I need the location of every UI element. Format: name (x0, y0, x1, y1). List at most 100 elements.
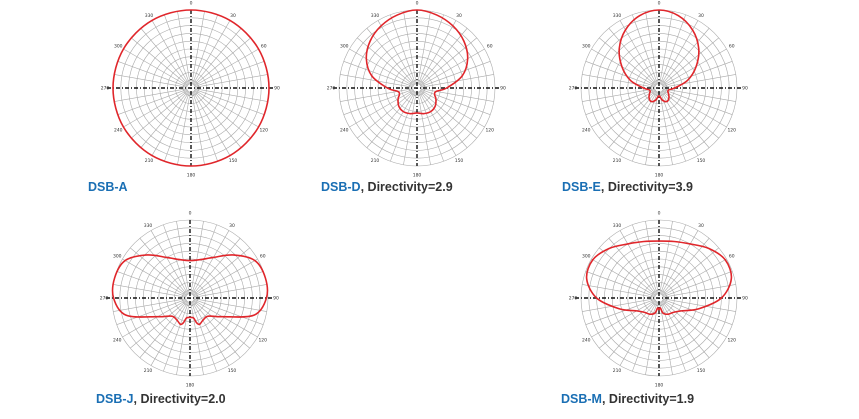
grid-spoke (599, 90, 657, 139)
angle-tick-label: 210 (145, 158, 154, 164)
grid-spoke (192, 91, 218, 162)
angle-tick-label: 120 (259, 128, 268, 134)
angle-tick-label: 150 (455, 158, 464, 164)
grid-spoke (659, 91, 673, 165)
angle-tick-label: 30 (230, 13, 236, 19)
grid-spoke (582, 298, 656, 312)
grid-spoke (662, 299, 727, 338)
radiation-pattern-line (112, 9, 270, 167)
grid-spoke (194, 74, 268, 88)
grid-spoke (114, 88, 188, 102)
grid-spoke (662, 48, 727, 87)
grid-spoke (585, 271, 656, 297)
grid-spoke (632, 14, 658, 85)
grid-spoke (192, 300, 250, 349)
polar-chart-dsb-d: 0 30 60 90 120 150 180 210 240 270 300 330 DSB-D, D… (321, 0, 527, 200)
grid-spoke (645, 301, 659, 375)
grid-spoke (343, 61, 414, 87)
grid-spoke (176, 221, 190, 295)
directivity-dsb-e: Directivity=3.9 (607, 180, 693, 194)
caption-dsb-m: DSB-M, Directivity=1.9 (561, 392, 694, 406)
grid-spoke (632, 91, 658, 162)
chart-name-dsb-j: DSB-J (96, 392, 134, 406)
grid-spoke (193, 28, 242, 86)
angle-tick-label: 150 (697, 368, 706, 374)
grid-spoke (660, 224, 686, 295)
grid-spoke (130, 247, 188, 296)
grid-spoke (193, 258, 258, 297)
grid-spoke (632, 224, 658, 295)
grid-spoke (661, 300, 719, 349)
grid-spoke (585, 89, 656, 115)
grid-spoke (117, 61, 188, 87)
grid-spoke (140, 28, 189, 86)
directivity-dsb-j: Directivity=2.0 (140, 392, 226, 406)
caption-separator: , (600, 180, 608, 194)
angle-tick-label: 0 (190, 1, 193, 7)
angle-tick-label: 300 (113, 254, 122, 260)
grid-spoke (177, 91, 191, 165)
polar-chart-dsb-j: 0 30 60 90 120 150 180 210 240 270 300 330 DSB-J, D… (96, 210, 304, 410)
grid-spoke (116, 299, 187, 325)
grid-spoke (662, 258, 727, 297)
grid-spoke (661, 90, 719, 139)
grid-spoke (662, 284, 736, 298)
grid-spoke (591, 89, 656, 128)
grid-spoke (340, 88, 414, 102)
chart-name-dsb-m: DSB-M (561, 392, 602, 406)
caption-separator: , (601, 392, 609, 406)
grid-spoke (582, 74, 656, 88)
grid-spoke (194, 48, 259, 87)
grid-spoke (660, 301, 699, 366)
grid-spoke (403, 11, 417, 85)
angle-tick-label: 300 (340, 44, 349, 50)
angle-tick-label: 0 (416, 1, 419, 7)
grid-spoke (390, 91, 416, 162)
angle-tick-label: 180 (186, 383, 195, 389)
angle-tick-label: 0 (658, 1, 661, 7)
radiation-pattern-line (111, 254, 269, 326)
grid-spoke (420, 89, 491, 115)
grid-spoke (192, 300, 241, 358)
grid-spoke (662, 271, 733, 297)
grid-spoke (164, 91, 190, 162)
grid-spoke (619, 20, 658, 85)
angle-tick-label: 120 (485, 128, 494, 134)
angle-tick-label: 60 (261, 44, 267, 50)
grid-spoke (645, 221, 659, 295)
grid-spoke (418, 91, 444, 162)
grid-spoke (191, 301, 217, 372)
angle-tick-label: 60 (729, 254, 735, 260)
grid-spoke (661, 28, 710, 86)
angle-tick-label: 150 (697, 158, 706, 164)
grid-spoke (193, 271, 264, 297)
polar-chart-dsb-m: 0 30 60 90 120 150 180 210 240 270 300 330 DSB-M, D… (561, 210, 770, 410)
grid-spoke (661, 247, 719, 296)
radiation-pattern-line (365, 9, 469, 115)
grid-spoke (661, 37, 719, 86)
angle-tick-label: 60 (729, 44, 735, 50)
grid-spoke (191, 301, 230, 366)
grid-spoke (164, 14, 190, 85)
polar-plot-dsb-e: 0 30 60 90 120 150 180 210 240 270 300 330 (569, 1, 748, 179)
chart-name-dsb-a: DSB-A (88, 180, 128, 194)
angle-tick-label: 90 (742, 296, 748, 302)
chart-name-dsb-d: DSB-D (321, 180, 361, 194)
grid-spoke (660, 20, 699, 85)
grid-spoke (599, 247, 657, 296)
grid-spoke (193, 299, 258, 338)
grid-spoke (377, 91, 416, 156)
angle-tick-label: 270 (101, 86, 110, 92)
grid-spoke (419, 90, 477, 139)
grid-spoke (190, 301, 204, 375)
directivity-dsb-m: Directivity=1.9 (608, 392, 695, 406)
grid-spoke (366, 90, 415, 148)
polar-chart-dsb-e: 0 30 60 90 120 150 180 210 240 270 300 330 DSB-E, D… (562, 0, 769, 200)
angle-tick-label: 240 (340, 128, 349, 134)
grid-spoke (661, 238, 710, 296)
grid-spoke (131, 90, 189, 139)
angle-tick-label: 120 (258, 338, 267, 344)
angle-tick-label: 30 (698, 223, 704, 229)
grid-spoke (349, 89, 414, 128)
polar-chart-dsb-a: 0 30 60 90 120 150 180 210 240 270 300 330 DSB-A (88, 0, 281, 200)
